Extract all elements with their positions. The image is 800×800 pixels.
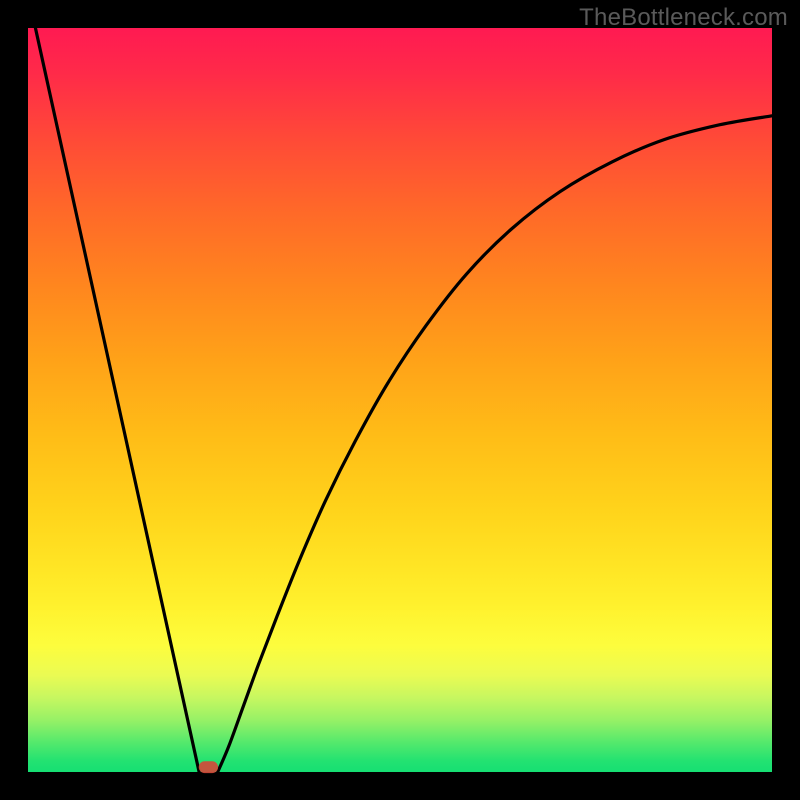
optimum-marker — [199, 761, 218, 773]
chart-frame: TheBottleneck.com — [0, 0, 800, 800]
watermark-text: TheBottleneck.com — [579, 4, 788, 32]
bottleneck-chart — [0, 0, 800, 800]
